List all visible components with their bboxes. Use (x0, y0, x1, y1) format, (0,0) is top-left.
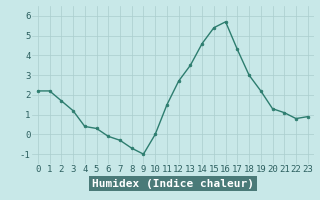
X-axis label: Humidex (Indice chaleur): Humidex (Indice chaleur) (92, 179, 254, 189)
